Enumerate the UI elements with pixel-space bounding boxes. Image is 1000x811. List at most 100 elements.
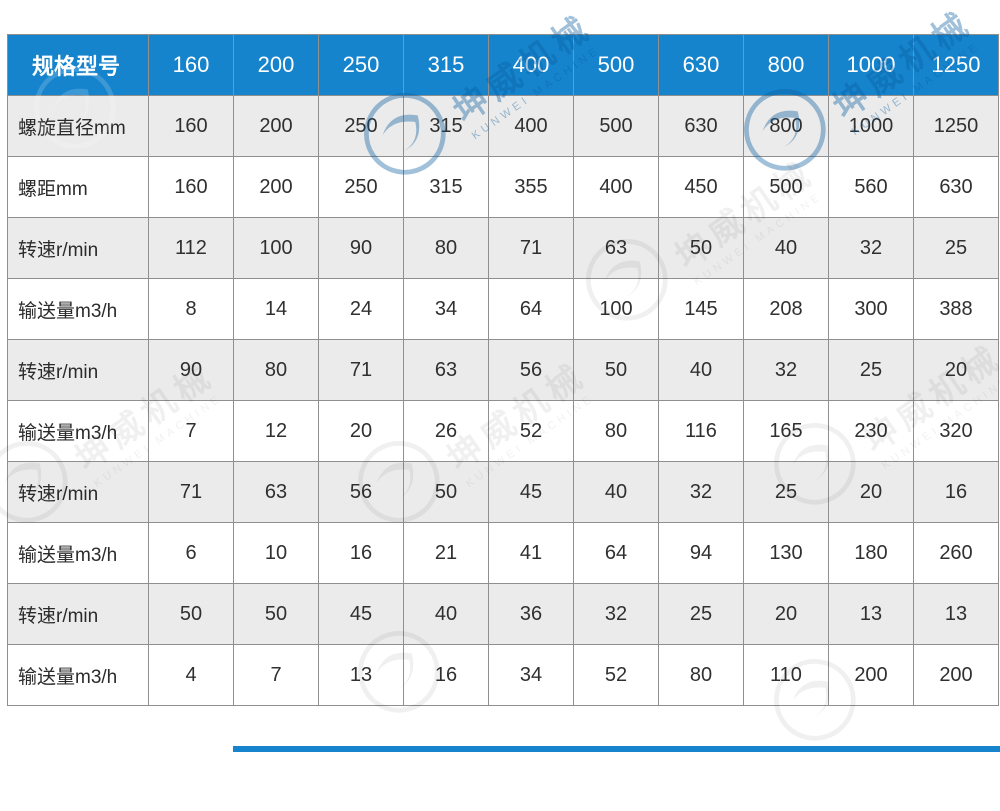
spec-cell: 25 <box>743 461 829 523</box>
spec-cell: 34 <box>488 644 574 706</box>
spec-cell: 90 <box>148 339 234 401</box>
spec-cell: 500 <box>573 95 659 157</box>
row-label: 输送量m3/h <box>7 400 149 462</box>
spec-col-header: 630 <box>658 34 744 96</box>
spec-cell: 165 <box>743 400 829 462</box>
spec-cell: 260 <box>913 522 999 584</box>
spec-cell: 160 <box>148 156 234 218</box>
spec-col-header: 400 <box>488 34 574 96</box>
spec-cell: 1250 <box>913 95 999 157</box>
spec-cell: 45 <box>488 461 574 523</box>
row-label: 输送量m3/h <box>7 278 149 340</box>
spec-cell: 64 <box>573 522 659 584</box>
table-row: 转速r/min 90 80 71 63 56 50 40 32 25 20 <box>7 339 999 401</box>
spec-cell: 16 <box>913 461 999 523</box>
spec-cell: 110 <box>743 644 829 706</box>
spec-cell: 50 <box>658 217 744 279</box>
spec-cell: 40 <box>403 583 489 645</box>
spec-cell: 56 <box>318 461 404 523</box>
spec-cell: 71 <box>488 217 574 279</box>
spec-cell: 21 <box>403 522 489 584</box>
table-row: 输送量m3/h 4 7 13 16 34 52 80 110 200 200 <box>7 644 999 706</box>
spec-col-header: 315 <box>403 34 489 96</box>
row-label: 螺距mm <box>7 156 149 218</box>
spec-cell: 160 <box>148 95 234 157</box>
spec-col-header: 250 <box>318 34 404 96</box>
spec-cell: 16 <box>403 644 489 706</box>
spec-cell: 40 <box>658 339 744 401</box>
spec-cell: 80 <box>658 644 744 706</box>
spec-cell: 94 <box>658 522 744 584</box>
spec-col-header: 200 <box>233 34 319 96</box>
spec-cell: 20 <box>743 583 829 645</box>
spec-cell: 200 <box>233 156 319 218</box>
spec-cell: 8 <box>148 278 234 340</box>
spec-col-header: 1000 <box>828 34 914 96</box>
spec-cell: 208 <box>743 278 829 340</box>
spec-table: 规格型号 160 200 250 315 400 500 630 800 1000 1250 螺旋直… <box>7 34 999 706</box>
spec-cell: 80 <box>573 400 659 462</box>
spec-cell: 500 <box>743 156 829 218</box>
spec-cell: 32 <box>658 461 744 523</box>
spec-col-header: 500 <box>573 34 659 96</box>
spec-cell: 26 <box>403 400 489 462</box>
spec-cell: 320 <box>913 400 999 462</box>
spec-cell: 230 <box>828 400 914 462</box>
spec-cell: 45 <box>318 583 404 645</box>
spec-cell: 32 <box>828 217 914 279</box>
spec-cell: 100 <box>233 217 319 279</box>
spec-cell: 16 <box>318 522 404 584</box>
spec-cell: 50 <box>573 339 659 401</box>
spec-cell: 80 <box>403 217 489 279</box>
spec-cell: 7 <box>148 400 234 462</box>
table-row: 输送量m3/h 8 14 24 34 64 100 145 208 300 388 <box>7 278 999 340</box>
row-label: 转速r/min <box>7 217 149 279</box>
spec-cell: 64 <box>488 278 574 340</box>
table-row: 转速r/min 50 50 45 40 36 32 25 20 13 13 <box>7 583 999 645</box>
spec-cell: 25 <box>828 339 914 401</box>
spec-cell: 25 <box>913 217 999 279</box>
bottom-partial-banner <box>233 746 1000 752</box>
spec-cell: 41 <box>488 522 574 584</box>
row-label: 转速r/min <box>7 339 149 401</box>
table-row: 螺旋直径mm 160 200 250 315 400 500 630 800 1000 1250 <box>7 95 999 157</box>
spec-cell: 100 <box>573 278 659 340</box>
spec-cell: 450 <box>658 156 744 218</box>
table-row: 输送量m3/h 7 12 20 26 52 80 116 165 230 320 <box>7 400 999 462</box>
spec-cell: 24 <box>318 278 404 340</box>
spec-cell: 200 <box>913 644 999 706</box>
spec-cell: 12 <box>233 400 319 462</box>
spec-cell: 36 <box>488 583 574 645</box>
spec-cell: 56 <box>488 339 574 401</box>
spec-cell: 145 <box>658 278 744 340</box>
spec-cell: 52 <box>488 400 574 462</box>
row-label: 转速r/min <box>7 583 149 645</box>
spec-col-header: 160 <box>148 34 234 96</box>
table-row: 转速r/min 112 100 90 80 71 63 50 40 32 25 <box>7 217 999 279</box>
spec-cell: 20 <box>318 400 404 462</box>
spec-cell: 800 <box>743 95 829 157</box>
row-label: 输送量m3/h <box>7 522 149 584</box>
spec-cell: 560 <box>828 156 914 218</box>
spec-cell: 34 <box>403 278 489 340</box>
spec-cell: 50 <box>403 461 489 523</box>
spec-cell: 388 <box>913 278 999 340</box>
spec-cell: 90 <box>318 217 404 279</box>
spec-cell: 250 <box>318 95 404 157</box>
spec-cell: 200 <box>828 644 914 706</box>
spec-cell: 63 <box>403 339 489 401</box>
spec-cell: 50 <box>148 583 234 645</box>
spec-cell: 32 <box>743 339 829 401</box>
table-row: 螺距mm 160 200 250 315 355 400 450 500 560 630 <box>7 156 999 218</box>
spec-cell: 130 <box>743 522 829 584</box>
spec-cell: 20 <box>828 461 914 523</box>
spec-cell: 13 <box>913 583 999 645</box>
spec-cell: 71 <box>148 461 234 523</box>
spec-cell: 13 <box>318 644 404 706</box>
spec-cell: 25 <box>658 583 744 645</box>
spec-cell: 200 <box>233 95 319 157</box>
spec-cell: 63 <box>573 217 659 279</box>
spec-cell: 32 <box>573 583 659 645</box>
spec-cell: 1000 <box>828 95 914 157</box>
spec-cell: 630 <box>658 95 744 157</box>
